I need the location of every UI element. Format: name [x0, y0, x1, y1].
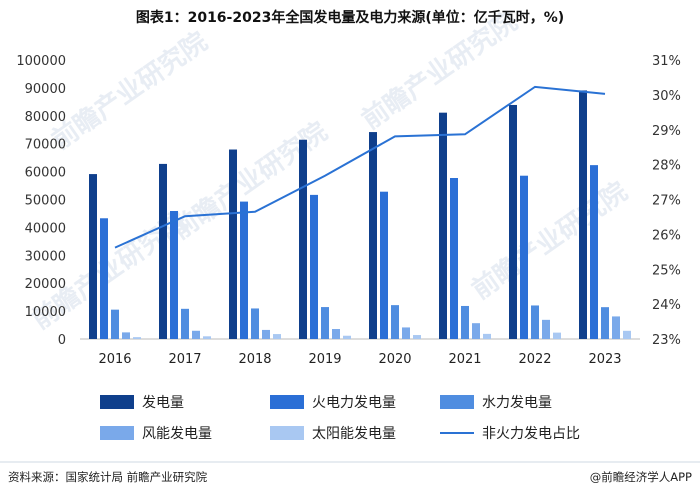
bar-发电量-2018	[229, 149, 237, 339]
bar-水力发电量-2022	[531, 305, 539, 339]
right-tick-label: 29%	[652, 124, 681, 139]
legend-label: 非火力发电占比	[482, 426, 580, 442]
bar-水力发电量-2019	[321, 307, 329, 339]
legend-swatch	[270, 426, 304, 440]
line-非火力发电占比	[114, 85, 606, 249]
bar-火电力发电量-2016	[100, 218, 108, 339]
bar-太阳能发电量-2019	[343, 335, 351, 339]
legend-swatch	[440, 395, 474, 409]
bar-发电量-2019	[299, 139, 307, 339]
legend-swatch	[270, 395, 304, 409]
bar-风能发电量-2019	[332, 329, 340, 339]
bar-风能发电量-2020	[402, 327, 410, 339]
right-tick-label: 30%	[652, 89, 681, 104]
bar-风能发电量-2018	[262, 329, 270, 339]
x-tick-label: 2021	[448, 352, 481, 367]
legend-label: 太阳能发电量	[312, 426, 396, 442]
bar-发电量-2021	[439, 112, 447, 339]
right-tick-label: 27%	[652, 194, 681, 209]
footer-brand: @前瞻经济学人APP	[590, 470, 692, 484]
right-tick-label: 28%	[652, 159, 681, 174]
bar-风能发电量-2016	[122, 332, 130, 339]
bar-水力发电量-2016	[111, 309, 119, 339]
left-y-axis: 0 10000 20000 30000 40000 50000 60000 70000 8000…	[16, 54, 66, 348]
bar-风能发电量-2022	[542, 319, 550, 339]
x-tick-label: 2023	[588, 352, 621, 367]
bar-水力发电量-2021	[461, 305, 469, 339]
bar-发电量-2017	[159, 163, 167, 339]
bar-太阳能发电量-2017	[203, 336, 211, 339]
line-series	[114, 85, 606, 249]
bar-风能发电量-2023	[612, 316, 620, 339]
bar-火电力发电量-2020	[380, 191, 388, 339]
legend-label: 风能发电量	[142, 426, 212, 442]
x-tick-label: 2016	[98, 352, 131, 367]
legend-label: 火电力发电量	[312, 395, 396, 411]
bar-火电力发电量-2021	[450, 178, 458, 339]
bar-火电力发电量-2017	[170, 211, 178, 339]
right-tick-label: 31%	[652, 54, 681, 69]
bar-发电量-2020	[369, 132, 377, 339]
left-tick-label: 90000	[25, 82, 66, 97]
left-tick-label: 50000	[25, 194, 66, 209]
bar-火电力发电量-2019	[310, 194, 318, 339]
bars	[89, 90, 631, 339]
footer-source: 资料来源：国家统计局 前瞻产业研究院	[8, 470, 208, 484]
bar-太阳能发电量-2021	[483, 333, 491, 339]
bar-火电力发电量-2023	[590, 165, 598, 339]
bar-发电量-2023	[579, 90, 587, 339]
left-tick-label: 20000	[25, 277, 66, 292]
watermark-text: 前瞻产业研究院	[46, 26, 213, 156]
left-tick-label: 80000	[25, 110, 66, 125]
watermark-text: 前瞻产业研究院	[466, 176, 633, 306]
watermark-text: 前瞻产业研究院	[166, 116, 333, 246]
bar-太阳能发电量-2022	[553, 332, 561, 339]
bar-太阳能发电量-2016	[133, 337, 141, 339]
bar-火电力发电量-2022	[520, 175, 528, 339]
bar-风能发电量-2021	[472, 323, 480, 339]
x-tick-label: 2017	[168, 352, 201, 367]
bar-水力发电量-2020	[391, 305, 399, 339]
right-tick-label: 23%	[652, 333, 681, 348]
bar-风能发电量-2017	[192, 330, 200, 339]
x-tick-label: 2022	[518, 352, 551, 367]
bar-太阳能发电量-2020	[413, 335, 421, 339]
left-tick-label: 0	[58, 333, 66, 348]
right-tick-label: 26%	[652, 228, 681, 243]
bar-水力发电量-2023	[601, 307, 609, 339]
x-tick-label: 2019	[308, 352, 341, 367]
left-tick-label: 40000	[25, 221, 66, 236]
bar-水力发电量-2018	[251, 308, 259, 339]
left-tick-label: 70000	[25, 138, 66, 153]
right-tick-label: 24%	[652, 298, 681, 313]
chart-title: 图表1：2016-2023年全国发电量及电力来源(单位：亿千瓦时，%)	[136, 9, 564, 26]
bar-太阳能发电量-2018	[273, 334, 281, 339]
right-y-axis: 23% 24% 25% 26% 27% 28% 29% 30% 31%	[652, 54, 681, 348]
legend-label: 水力发电量	[482, 395, 552, 411]
legend-swatch	[100, 426, 134, 440]
x-tick-label: 2018	[238, 352, 271, 367]
x-axis: 2016 2017 2018 2019 2020 2021 2022 2023	[98, 352, 621, 367]
left-tick-label: 60000	[25, 166, 66, 181]
legend-label: 发电量	[142, 395, 184, 411]
bar-发电量-2022	[509, 104, 517, 339]
bar-水力发电量-2017	[181, 308, 189, 339]
left-tick-label: 100000	[16, 54, 66, 69]
left-tick-label: 30000	[25, 249, 66, 264]
legend-swatch	[100, 395, 134, 409]
right-tick-label: 25%	[652, 263, 681, 278]
bar-太阳能发电量-2023	[623, 330, 631, 339]
x-tick-label: 2020	[378, 352, 411, 367]
bar-发电量-2016	[89, 174, 97, 339]
left-tick-label: 10000	[25, 305, 66, 320]
bar-火电力发电量-2018	[240, 201, 248, 339]
